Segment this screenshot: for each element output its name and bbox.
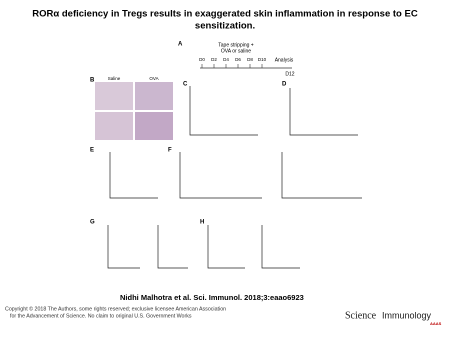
timeline-day: D10 (258, 57, 267, 62)
histology-image (135, 82, 173, 110)
plot-axes (189, 86, 258, 136)
logo: Science (345, 310, 377, 321)
histology-label: OVA (149, 76, 158, 81)
plot-axes (179, 152, 262, 199)
plot-axes (157, 225, 188, 269)
panel-letter: A (178, 42, 183, 48)
panel-letter: H (200, 220, 204, 226)
panel-letter: G (90, 220, 95, 226)
timeline-day: D6 (235, 57, 241, 62)
plot-axes (207, 225, 245, 269)
logo-aaas: AAAS (430, 321, 442, 326)
panel-letter: B (90, 78, 95, 84)
plot-axes (261, 225, 300, 269)
histology-label: Saline (108, 76, 121, 81)
plot-axes (281, 152, 362, 199)
histology-image (135, 112, 173, 140)
panel-letter: F (168, 148, 172, 154)
plot-axes (289, 88, 358, 136)
figure: Tape stripping + OVA or saline Analysis … (95, 42, 362, 269)
panel-letter: D (282, 82, 287, 88)
timeline-caption: OVA or saline (221, 48, 251, 54)
logo: Immunology (382, 310, 432, 320)
plot-axes (109, 152, 158, 199)
copyright: for the Advancement of Science. No claim… (10, 313, 192, 319)
panel-letter: C (183, 82, 188, 88)
timeline-day: D0 (199, 57, 205, 62)
timeline-end: Analysis (275, 57, 294, 63)
title-line-1: RORα deficiency in Tregs results in exag… (32, 9, 418, 20)
timeline-day: D8 (247, 57, 253, 62)
timeline-caption: Tape stripping + (218, 42, 254, 48)
panel-letter: E (90, 148, 94, 154)
timeline-day: D4 (223, 57, 229, 62)
plot-axes (107, 225, 140, 269)
histology-image (95, 112, 133, 140)
timeline-day: D2 (211, 57, 217, 62)
timeline-end-day: D12 (285, 71, 294, 77)
citation: Nidhi Malhotra et al. Sci. Immunol. 2018… (120, 293, 304, 302)
title-line-2: sensitization. (195, 21, 255, 32)
copyright: Copyright © 2018 The Authors, some right… (5, 305, 226, 312)
histology-image (95, 82, 133, 110)
